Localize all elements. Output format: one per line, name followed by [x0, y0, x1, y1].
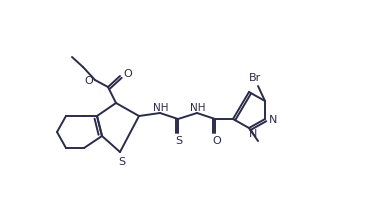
Text: NH: NH: [190, 103, 206, 113]
Text: O: O: [124, 69, 132, 79]
Text: Br: Br: [249, 73, 261, 83]
Text: NH: NH: [153, 103, 169, 113]
Text: N: N: [269, 115, 277, 125]
Text: S: S: [175, 136, 183, 146]
Text: O: O: [85, 76, 93, 86]
Text: N: N: [249, 129, 257, 139]
Text: S: S: [118, 157, 125, 167]
Text: O: O: [213, 136, 221, 146]
